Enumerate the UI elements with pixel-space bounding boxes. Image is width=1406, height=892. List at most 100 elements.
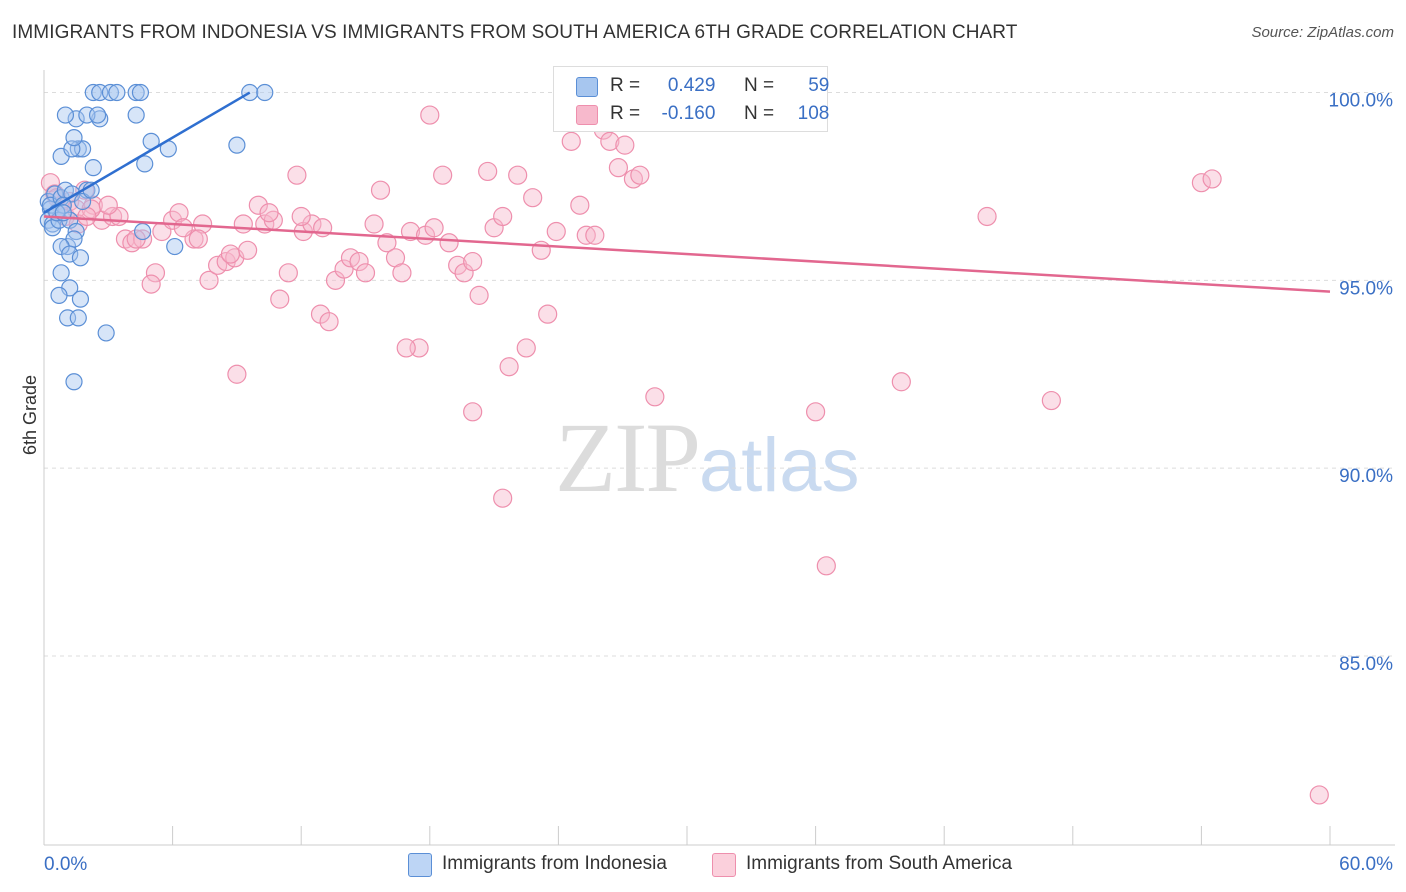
south-america-point xyxy=(400,221,421,242)
south-america-point xyxy=(278,263,298,283)
south-america-point xyxy=(1202,169,1222,189)
south-america-point xyxy=(1191,173,1212,193)
south-america-point xyxy=(516,338,536,358)
south-america-point xyxy=(227,364,247,384)
bottom-legend-label-south-america: Immigrants from South America xyxy=(746,853,1013,874)
south-america-point xyxy=(377,233,397,253)
south-america-point xyxy=(98,195,118,215)
x-tick-label-min: 0.0% xyxy=(44,854,87,875)
legend-n-value-indonesia: 59 xyxy=(808,75,830,96)
indonesia-point xyxy=(228,136,246,154)
south-america-point xyxy=(499,357,519,377)
indonesia-point xyxy=(88,106,107,124)
south-america-point xyxy=(439,233,459,253)
indonesia-point xyxy=(71,249,90,267)
gridlines xyxy=(44,92,1395,657)
indonesia-point xyxy=(84,83,102,102)
south-america-points xyxy=(40,82,1329,805)
south-america-point xyxy=(433,165,453,185)
legend-r-value-indonesia: 0.429 xyxy=(667,75,716,96)
y-tick-label: 85.0% xyxy=(1339,654,1393,675)
south-america-point xyxy=(463,402,483,422)
legend-n-label: N = xyxy=(743,75,775,96)
bottom-legend-swatch-indonesia xyxy=(408,853,432,877)
south-america-point xyxy=(173,218,193,238)
south-america-point xyxy=(169,203,189,223)
y-tick-label: 90.0% xyxy=(1339,466,1393,487)
south-america-point xyxy=(77,206,97,227)
legend-swatch-indonesia xyxy=(576,77,598,97)
south-america-point xyxy=(561,131,581,151)
indonesia-point xyxy=(61,245,79,263)
south-america-point xyxy=(493,488,513,508)
axes xyxy=(43,70,1395,846)
south-america-point xyxy=(615,135,635,155)
south-america-point xyxy=(238,240,258,260)
south-america-point xyxy=(233,214,253,234)
indonesia-point xyxy=(131,83,150,102)
south-america-point xyxy=(600,131,620,151)
legend-n-value-south-america: 108 xyxy=(797,103,830,124)
south-america-point xyxy=(188,229,208,249)
indonesia-point xyxy=(69,309,87,327)
indonesia-trend-line xyxy=(43,91,251,214)
south-america-point xyxy=(805,402,826,422)
south-america-point xyxy=(334,259,354,279)
south-america-point xyxy=(145,263,166,283)
south-america-point xyxy=(370,180,391,200)
indonesia-point xyxy=(84,159,102,177)
south-america-point xyxy=(392,263,412,283)
south-america-trend-line xyxy=(43,215,1331,293)
south-america-point xyxy=(220,244,241,264)
south-america-point xyxy=(319,312,339,332)
bottom-legend-swatch-south-america xyxy=(712,853,736,877)
south-america-point xyxy=(349,251,369,272)
south-america-point xyxy=(546,221,566,242)
source-credit: Source: ZipAtlas.com xyxy=(1251,24,1394,41)
x-tick-label-max: 60.0% xyxy=(1339,854,1393,875)
indonesia-point xyxy=(241,83,259,102)
south-america-point xyxy=(141,274,161,294)
south-america-point xyxy=(891,372,911,392)
indonesia-point xyxy=(136,155,154,173)
legend-r-value-south-america: -0.160 xyxy=(661,103,716,124)
south-america-point xyxy=(977,206,997,227)
watermark: ZIPatlas xyxy=(555,400,860,515)
watermark-zip: ZIP xyxy=(555,402,701,513)
south-america-point xyxy=(1309,785,1329,805)
indonesia-point xyxy=(52,264,70,282)
south-america-point xyxy=(287,165,307,185)
south-america-point xyxy=(448,255,468,275)
indonesia-point xyxy=(127,106,145,124)
indonesia-point xyxy=(101,83,120,102)
correlation-legend: R = 0.429 N = 59 R = -0.160 N = 108 xyxy=(553,66,830,132)
south-america-point xyxy=(508,165,528,185)
south-america-point xyxy=(420,105,440,125)
south-america-point xyxy=(493,206,513,227)
south-america-point xyxy=(1041,390,1061,411)
south-america-point xyxy=(630,165,650,185)
indonesia-point xyxy=(97,324,115,342)
south-america-point xyxy=(364,214,384,234)
south-america-point xyxy=(469,285,489,305)
y-tick-label: 100.0% xyxy=(1329,91,1394,112)
south-america-point xyxy=(355,263,376,283)
legend-swatch-south-america xyxy=(576,105,598,125)
indonesia-point xyxy=(71,290,90,308)
indonesia-point xyxy=(256,83,274,102)
indonesia-point xyxy=(69,140,87,158)
indonesia-point xyxy=(65,373,83,391)
indonesia-point xyxy=(65,129,83,147)
south-america-point xyxy=(463,251,483,272)
watermark-atlas: atlas xyxy=(699,423,860,508)
indonesia-point xyxy=(56,106,75,124)
indonesia-point xyxy=(127,83,145,102)
south-america-point xyxy=(585,225,605,245)
south-america-point xyxy=(291,206,311,227)
indonesia-point xyxy=(50,286,68,304)
south-america-point xyxy=(608,158,629,178)
bottom-legend-label-indonesia: Immigrants from Indonesia xyxy=(442,853,667,874)
indonesia-point xyxy=(67,110,85,128)
y-tick-label: 95.0% xyxy=(1339,278,1393,299)
